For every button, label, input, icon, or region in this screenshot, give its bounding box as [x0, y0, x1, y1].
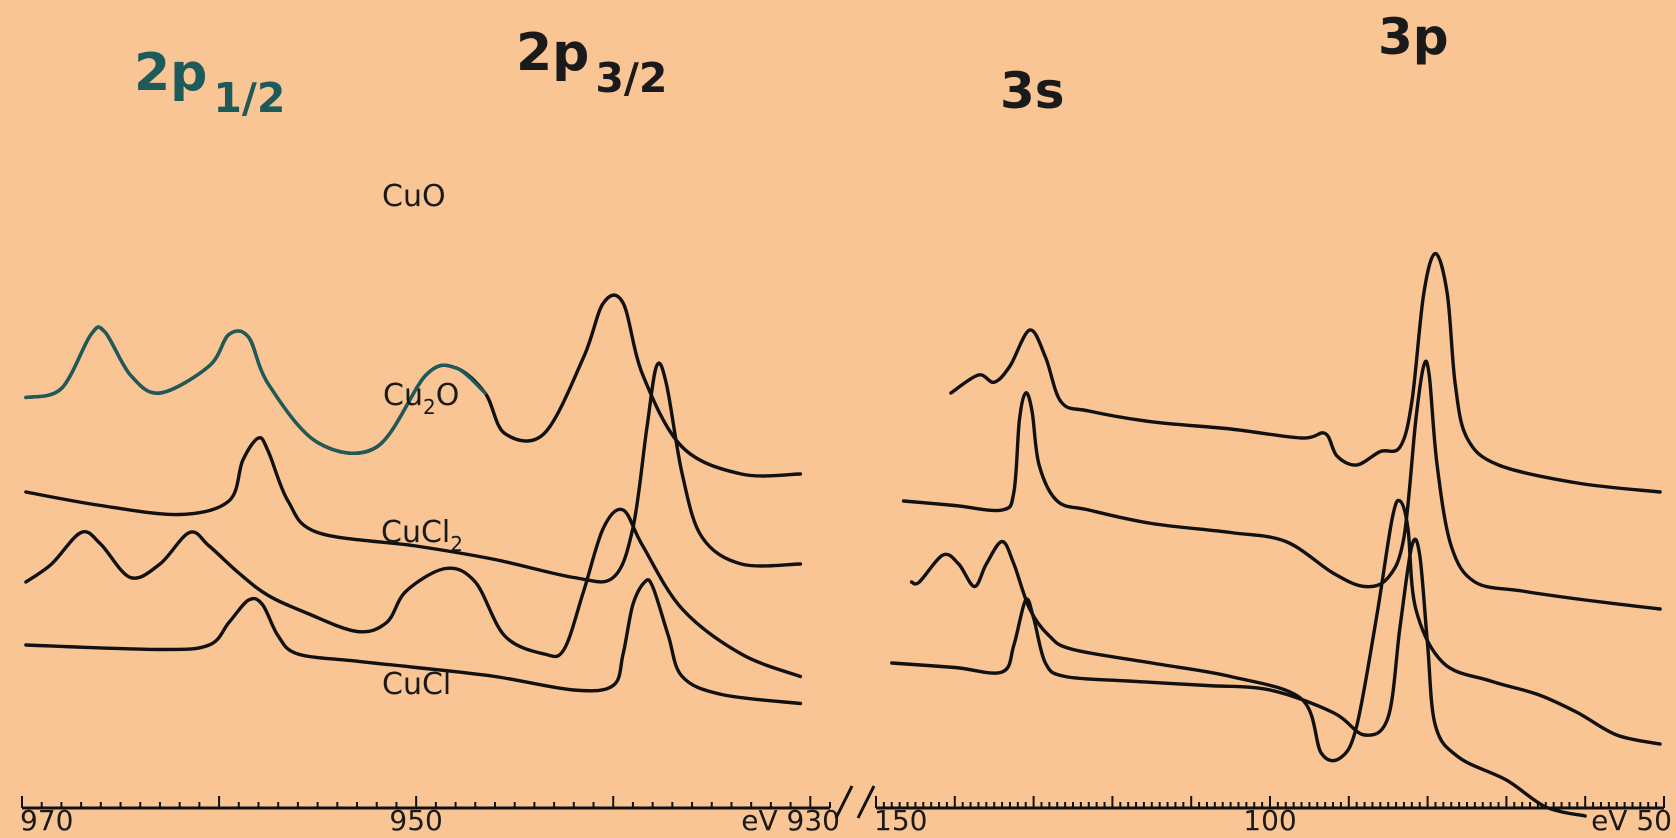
compound-label-cu2o: Cu2O	[383, 378, 459, 419]
cu-3s-3p-traces	[890, 251, 1662, 818]
cu-2p-traces	[24, 293, 803, 706]
compound-label-cucl2: CuCl2	[381, 515, 463, 556]
cu-3s-3p-panel: 3s 3p 150 100 eV 50	[874, 8, 1672, 837]
cu-3s-3p-trace-cuo	[949, 251, 1662, 494]
cu-2p-panel: CuO Cu2O CuCl2 CuCl 2p 1/2 2p 3/2 970 950 eV 930	[20, 23, 840, 837]
cu-3s-3p-tick-label-150: 150	[874, 804, 927, 837]
axis-break-mark-left	[834, 785, 854, 819]
peak-label-2p-1-2: 2p 1/2	[134, 43, 285, 122]
cu-2p-trace-cucl2	[24, 507, 803, 679]
cu-2p-tick-label-950: 950	[389, 804, 442, 837]
cu-2p-tick-label-970: 970	[20, 804, 73, 837]
compound-label-cuo: CuO	[382, 179, 446, 214]
cu-3s-3p-tick-label-100: 100	[1243, 804, 1296, 837]
cu-3s-3p-trace-cu2o	[901, 359, 1662, 611]
compound-labels: CuO Cu2O CuCl2 CuCl	[381, 179, 463, 702]
cu-3s-3p-peak-labels: 3s 3p	[1000, 8, 1449, 120]
cu-3s-3p-energy-axis: 150 100 eV 50	[874, 796, 1672, 837]
cu-2p-peak-labels: 2p 1/2 2p 3/2	[134, 23, 667, 122]
cu-3s-3p-trace-cucl2	[909, 498, 1662, 763]
cu-2p-trace-cucl	[24, 578, 803, 706]
cu-2p-energy-axis: 970 950 eV 930	[20, 796, 840, 837]
peak-label-2p-3-2: 2p 3/2	[516, 23, 667, 102]
axis-break-mark-right	[856, 785, 876, 819]
compound-label-cucl: CuCl	[382, 667, 451, 702]
cu-2p-trace-cu2o	[24, 361, 803, 584]
cu-2p-tick-label-ev-930: eV 930	[741, 804, 840, 837]
peak-label-3p: 3p	[1378, 8, 1449, 66]
axis-break-marks	[834, 785, 876, 819]
cu-2p-trace-cuo-highlight	[24, 325, 487, 455]
cu-3s-3p-trace-cucl	[890, 537, 1587, 818]
peak-label-3s: 3s	[1000, 62, 1065, 120]
cu-3s-3p-tick-label-ev-50: eV 50	[1591, 804, 1672, 837]
